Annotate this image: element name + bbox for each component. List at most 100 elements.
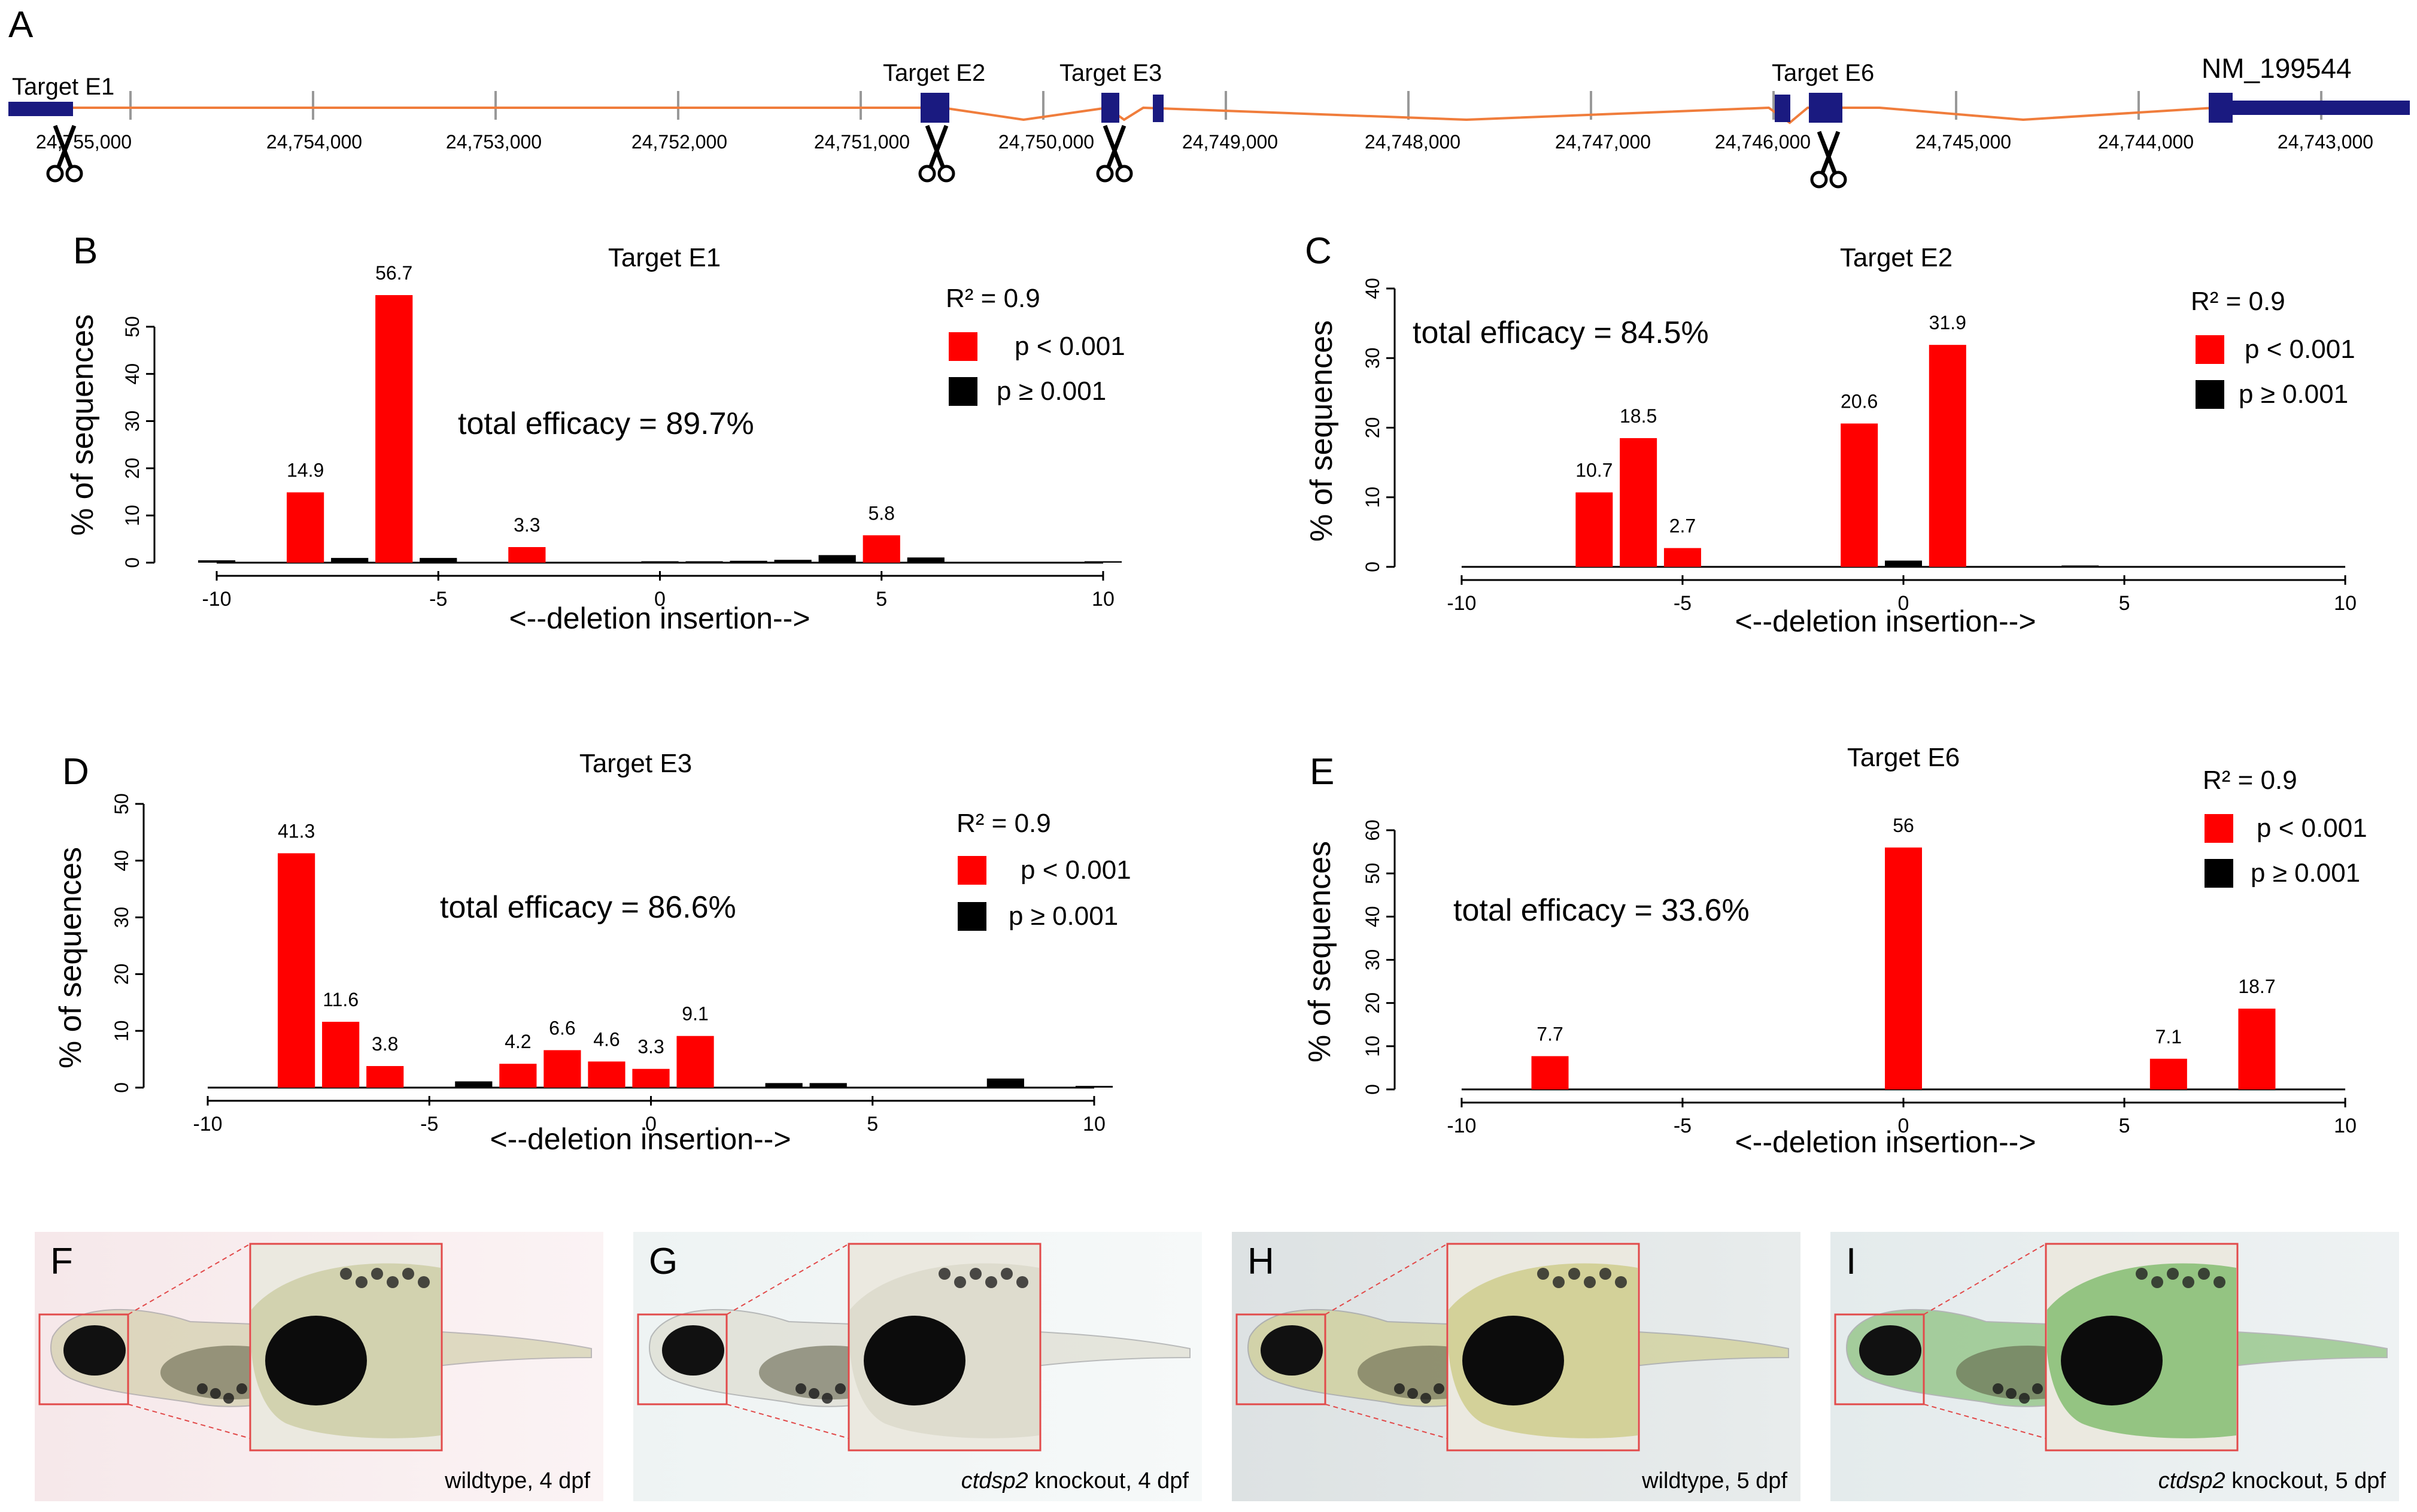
- legend-swatch: [949, 377, 977, 406]
- zoom-guide-line: [1923, 1404, 2046, 1439]
- exon-block: [1153, 95, 1164, 122]
- bar: [1841, 423, 1878, 567]
- gene-tick-label: 24,748,000: [1365, 131, 1460, 153]
- legend-swatch: [2205, 859, 2233, 888]
- zoom-inset: [848, 1243, 1042, 1452]
- bar-data-label: 14.9: [287, 460, 324, 481]
- bar-data-label: 18.5: [1620, 405, 1657, 427]
- scissors-icon: [46, 125, 83, 183]
- photo-f-letter: F: [50, 1241, 73, 1282]
- intron-line: [60, 106, 2215, 125]
- bar: [809, 1083, 847, 1088]
- legend-swatch: [958, 902, 986, 931]
- y-tick-label: 40: [111, 850, 132, 872]
- bar: [1663, 548, 1701, 567]
- larva-illustration: [1834, 1243, 2388, 1452]
- gene-axis-ticks: 24,755,000 24,754,000 24,753,000 24,752,000…: [36, 91, 2373, 153]
- x-tick-label: -5: [429, 588, 447, 611]
- chart-e: -10 -5 0 5 10 0 10 20 30 40 50 60 7.7 56 7.1 18.7: [1362, 815, 2357, 1137]
- y-tick-label: 40: [1362, 906, 1383, 928]
- chart-d: -10 -5 0 5 10 0 10 20 30 40 50 41.3 11.6 3.8 4.2 6.6 4.6…: [111, 793, 1113, 1135]
- x-tick-label: -10: [1447, 592, 1476, 615]
- exon-block: [2209, 93, 2233, 123]
- bar: [632, 1068, 670, 1088]
- legend-swatch: [958, 856, 986, 885]
- bar-data-label: 10.7: [1575, 460, 1613, 481]
- bar: [1929, 345, 1966, 567]
- exon-block: [921, 93, 949, 123]
- bar-data-label: 31.9: [1929, 312, 1966, 333]
- exon-blocks: [8, 93, 2410, 123]
- legend-swatches: [949, 332, 2233, 931]
- y-tick-label: 0: [111, 1082, 132, 1093]
- bar-data-label: 18.7: [2238, 976, 2275, 997]
- panel-a-letter: A: [8, 4, 34, 45]
- bar: [1575, 492, 1613, 567]
- photo-g-letter: G: [649, 1241, 678, 1282]
- scissors-icon: [1096, 125, 1133, 183]
- bar: [499, 1064, 537, 1088]
- y-tick-label: 30: [1362, 949, 1383, 971]
- bar: [2149, 1058, 2187, 1089]
- gene-tick-label: 24,743,000: [2278, 131, 2373, 153]
- bar-data-label: 9.1: [682, 1003, 708, 1025]
- y-tick-label: 10: [122, 505, 143, 526]
- y-tick-label: 50: [111, 793, 132, 815]
- zoom-inset: [1446, 1243, 1640, 1452]
- bar: [818, 555, 856, 563]
- bar-data-label: 4.6: [593, 1028, 620, 1050]
- larva-illustration: [38, 1243, 592, 1452]
- bar: [1531, 1056, 1569, 1089]
- y-tick-label: 40: [1362, 278, 1383, 299]
- bar: [198, 560, 236, 563]
- y-tick-label: 50: [1362, 863, 1383, 884]
- bar: [331, 558, 369, 563]
- legend-swatch: [2205, 814, 2233, 843]
- x-tick-label: 0: [1898, 1115, 1909, 1137]
- exon-block: [8, 102, 73, 116]
- x-tick-label: 5: [2119, 1115, 2130, 1137]
- photo-h-caption-text: wildtype, 5 dpf: [1642, 1468, 1787, 1493]
- bar: [641, 561, 679, 563]
- photo-panel-i: I ctdsp2 knockout, 5 dpf: [1830, 1232, 2399, 1501]
- bar: [455, 1081, 493, 1088]
- x-tick-label: -10: [202, 588, 231, 611]
- photo-g-caption-text: knockout, 4 dpf: [1028, 1468, 1189, 1493]
- bar-data-label: 6.6: [549, 1017, 575, 1039]
- x-tick-label: -5: [1674, 1115, 1692, 1137]
- zoom-box-small: [1834, 1313, 1925, 1405]
- bar-data-label: 3.8: [372, 1033, 398, 1055]
- zoom-guide-line: [1923, 1243, 2046, 1315]
- bar-data-label: 5.8: [868, 502, 894, 524]
- y-tick-label: 10: [111, 1020, 132, 1042]
- exon-block: [2233, 101, 2410, 115]
- x-tick-label: 5: [876, 588, 887, 611]
- scissors-icon: [1810, 130, 1847, 189]
- gene-tick-label: 24,750,000: [998, 131, 1094, 153]
- y-tick-label: 0: [122, 557, 143, 568]
- gene-tick-label: 24,754,000: [266, 131, 362, 153]
- bar: [1885, 847, 1922, 1089]
- photo-g-caption: ctdsp2 knockout, 4 dpf: [961, 1468, 1189, 1494]
- x-tick-label: 10: [2334, 592, 2357, 615]
- x-tick-label: -10: [1447, 1115, 1476, 1137]
- bar-data-label: 41.3: [278, 820, 315, 842]
- gene-tick-label: 24,745,000: [1915, 131, 2011, 153]
- bar-data-label: 56.7: [375, 262, 412, 284]
- bar: [588, 1061, 625, 1088]
- x-tick-label: 10: [1083, 1113, 1106, 1135]
- chart-b: -10 -5 0 5 10 0 10 20 30 40 50 14.9 56.7 3.3 5.8: [122, 262, 1122, 611]
- zoom-inset: [2045, 1243, 2239, 1452]
- target-e3-label: Target E3: [1059, 60, 1162, 86]
- bar: [765, 1083, 803, 1088]
- bar: [685, 561, 723, 563]
- photo-h-letter: H: [1247, 1241, 1274, 1282]
- x-tick-label: 10: [2334, 1115, 2357, 1137]
- x-tick-label: -5: [1674, 592, 1692, 615]
- larva-illustration: [637, 1243, 1191, 1452]
- bar: [986, 1078, 1024, 1088]
- target-e1-label: Target E1: [12, 74, 114, 100]
- x-tick-label: -10: [193, 1113, 222, 1135]
